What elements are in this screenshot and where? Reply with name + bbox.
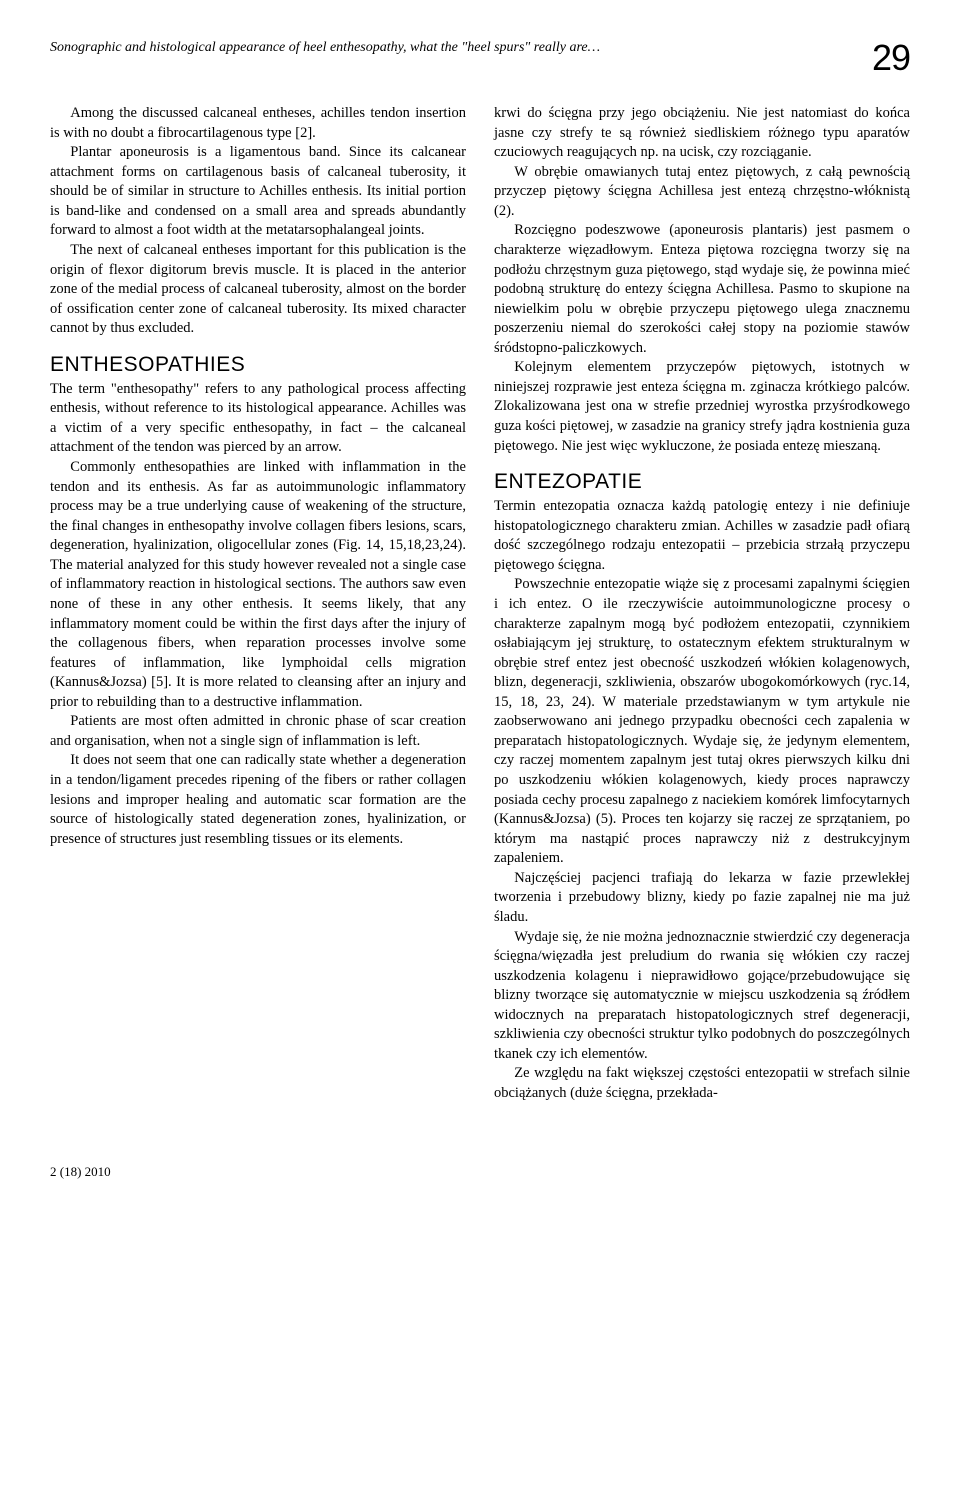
page-number: 29 <box>872 40 910 76</box>
body-paragraph: Powszechnie entezopatie wiąże się z proc… <box>494 575 910 868</box>
body-paragraph: krwi do ścięgna przy jego obciążeniu. Ni… <box>494 104 910 163</box>
body-paragraph: Commonly enthesopathies are linked with … <box>50 458 466 712</box>
body-paragraph: The term "enthesopathy" refers to any pa… <box>50 380 466 458</box>
body-paragraph: Patients are most often admitted in chro… <box>50 712 466 751</box>
body-paragraph: Kolejnym elementem przyczepów piętowych,… <box>494 358 910 456</box>
left-column: Among the discussed calcaneal entheses, … <box>50 104 466 1104</box>
page-header: Sonographic and histological appearance … <box>50 40 910 76</box>
section-heading: ENTHESOPATHIES <box>50 353 466 377</box>
body-paragraph: Wydaje się, że nie można jednoznacznie s… <box>494 928 910 1065</box>
body-paragraph: Rozcięgno podeszwowe (aponeurosis planta… <box>494 221 910 358</box>
body-paragraph: Ze względu na fakt większej częstości en… <box>494 1064 910 1103</box>
body-paragraph: Najczęściej pacjenci trafiają do lekarza… <box>494 869 910 928</box>
footer-issue: 2 (18) 2010 <box>50 1164 910 1180</box>
right-column: krwi do ścięgna przy jego obciążeniu. Ni… <box>494 104 910 1104</box>
content-columns: Among the discussed calcaneal entheses, … <box>50 104 910 1104</box>
body-paragraph: Among the discussed calcaneal entheses, … <box>50 104 466 143</box>
running-title: Sonographic and histological appearance … <box>50 40 872 56</box>
body-paragraph: The next of calcaneal entheses important… <box>50 241 466 339</box>
body-paragraph: It does not seem that one can radically … <box>50 751 466 849</box>
body-paragraph: W obrębie omawianych tutaj entez piętowy… <box>494 163 910 222</box>
body-paragraph: Plantar aponeurosis is a ligamentous ban… <box>50 143 466 241</box>
body-paragraph: Termin entezopatia oznacza każdą patolog… <box>494 497 910 575</box>
section-heading: ENTEZOPATIE <box>494 470 910 494</box>
